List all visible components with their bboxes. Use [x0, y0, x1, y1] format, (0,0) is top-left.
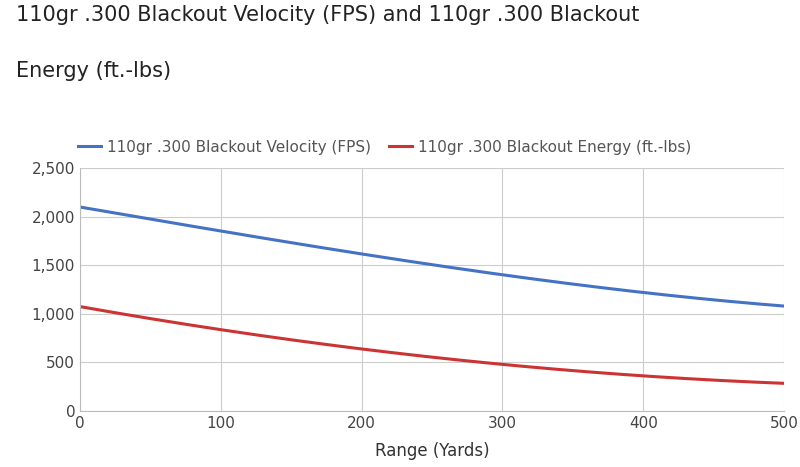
110gr .300 Blackout Energy (ft.-lbs) — [75, 304, 85, 310]
110gr .300 Blackout Energy (ft.-lbs) — [714, 377, 723, 383]
110gr .300 Blackout Energy (ft.-lbs) — [779, 381, 789, 386]
110gr .300 Blackout Velocity (FPS) — [78, 205, 87, 210]
110gr .300 Blackout Energy (ft.-lbs) — [506, 362, 516, 368]
110gr .300 Blackout Energy (ft.-lbs) — [669, 375, 678, 381]
Line: 110gr .300 Blackout Energy (ft.-lbs): 110gr .300 Blackout Energy (ft.-lbs) — [80, 307, 784, 383]
110gr .300 Blackout Velocity (FPS) — [75, 204, 85, 210]
110gr .300 Blackout Velocity (FPS) — [506, 273, 516, 279]
Text: 110gr .300 Blackout Velocity (FPS) and 110gr .300 Blackout: 110gr .300 Blackout Velocity (FPS) and 1… — [16, 5, 639, 25]
110gr .300 Blackout Velocity (FPS) — [779, 303, 789, 309]
Text: Energy (ft.-lbs): Energy (ft.-lbs) — [16, 61, 171, 81]
110gr .300 Blackout Energy (ft.-lbs) — [494, 361, 504, 367]
Line: 110gr .300 Blackout Velocity (FPS): 110gr .300 Blackout Velocity (FPS) — [80, 207, 784, 306]
Legend: 110gr .300 Blackout Velocity (FPS), 110gr .300 Blackout Energy (ft.-lbs): 110gr .300 Blackout Velocity (FPS), 110g… — [72, 134, 698, 161]
110gr .300 Blackout Velocity (FPS) — [492, 271, 502, 277]
X-axis label: Range (Yards): Range (Yards) — [374, 442, 490, 460]
110gr .300 Blackout Velocity (FPS) — [714, 297, 723, 303]
110gr .300 Blackout Velocity (FPS) — [494, 271, 504, 277]
110gr .300 Blackout Energy (ft.-lbs) — [78, 304, 87, 310]
110gr .300 Blackout Velocity (FPS) — [669, 293, 678, 298]
110gr .300 Blackout Energy (ft.-lbs) — [492, 361, 502, 367]
